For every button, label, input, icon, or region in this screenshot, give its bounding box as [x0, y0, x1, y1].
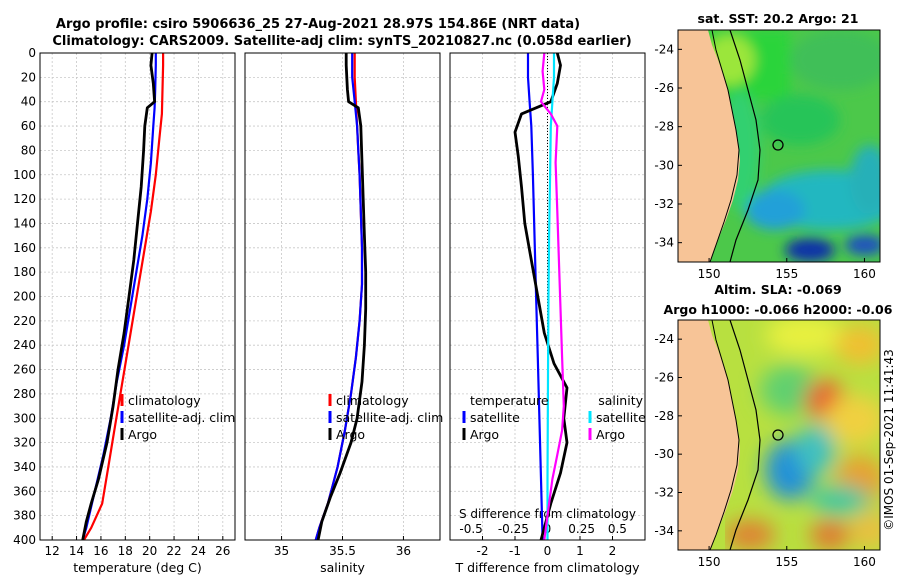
map-x-tick-label: 150 — [698, 267, 721, 281]
y-tick-label: 0 — [28, 46, 36, 60]
map-y-tick-label: -24 — [654, 332, 674, 346]
legend-label: Argo — [596, 427, 625, 442]
map-y-tick-label: -28 — [654, 120, 674, 134]
y-tick-label: 280 — [13, 387, 36, 401]
x-tick-label: 2 — [609, 544, 617, 558]
y-tick-label: 340 — [13, 460, 36, 474]
sst-map: sat. SST: 20.2 Argo: 21 150 155 160 -24 -26 -… — [654, 11, 881, 281]
axes-frame — [244, 52, 441, 541]
legend-label: climatology — [336, 393, 409, 408]
series-line-s-satellite — [546, 53, 556, 540]
figure-title-line1: Argo profile: csiro 5906636_25 27-Aug-20… — [56, 17, 580, 32]
x-tick-label: 24 — [191, 544, 206, 558]
legend-header-temperature: temperature — [470, 393, 549, 408]
x-tick-label: 35.5 — [329, 544, 356, 558]
sla-argo-marker — [772, 429, 784, 441]
legend-label: Argo — [336, 427, 365, 442]
y-tick-label: 300 — [13, 411, 36, 425]
map-y-tick-label: -28 — [654, 409, 674, 423]
map-x-tick-label: 155 — [775, 555, 798, 569]
top-tick-label: -0.25 — [498, 522, 529, 536]
map-y-tick-label: -30 — [654, 158, 674, 172]
axes-frame — [449, 52, 646, 541]
map-y-tick-label: -34 — [654, 524, 674, 538]
y-tick-label: 40 — [21, 95, 36, 109]
y-tick-label: 260 — [13, 363, 36, 377]
y-tick-label: 20 — [21, 70, 36, 84]
timestamp-watermark: ©IMOS 01-Sep-2021 11:41:43 — [882, 349, 896, 531]
y-tick-label: 240 — [13, 338, 36, 352]
map-y-tick-label: -30 — [654, 447, 674, 461]
axes-frame — [39, 52, 236, 541]
y-tick-label: 60 — [21, 119, 36, 133]
x-tick-label: 16 — [93, 544, 108, 558]
x-tick-label: 12 — [45, 544, 60, 558]
salinity-panel: 35 35.5 36 salinity climatology satellite-adj… — [244, 52, 443, 575]
x-axis-label: temperature (deg C) — [73, 560, 202, 575]
x-tick-label: 1 — [576, 544, 584, 558]
top-tick-label: 0.25 — [568, 522, 595, 536]
y-tick-label: 120 — [13, 192, 36, 206]
y-tick-label: 80 — [21, 143, 36, 157]
series-line-climatology — [82, 53, 165, 541]
x-tick-label: -1 — [509, 544, 521, 558]
legend-label: satellite-adj. clim — [128, 410, 235, 425]
sst-argo-marker — [772, 139, 784, 151]
y-tick-label: 380 — [13, 509, 36, 523]
y-tick-label: 100 — [13, 168, 36, 182]
sla-map-title-line1: Altim. SLA: -0.069 — [714, 282, 841, 297]
sla-map-title-line2: Argo h1000: -0.066 h2000: -0.06 — [664, 302, 893, 317]
series-line-argo — [316, 53, 368, 541]
map-y-tick-label: -24 — [654, 42, 674, 56]
legend-label: climatology — [128, 393, 201, 408]
y-tick-label: 360 — [13, 484, 36, 498]
x-tick-label: 35 — [274, 544, 289, 558]
map-y-tick-label: -26 — [654, 371, 674, 385]
difference-panel: -2 -1 0 1 2S difference from climatology-0.5… — [449, 52, 646, 575]
x-tick-label: 20 — [142, 544, 157, 558]
x-tick-label: 0 — [544, 544, 552, 558]
legend-label: satellite — [470, 410, 520, 425]
map-y-tick-label: -34 — [654, 236, 674, 250]
x-tick-label: 26 — [215, 544, 230, 558]
series-line-s-argo — [539, 52, 565, 541]
x-tick-label: -2 — [477, 544, 489, 558]
y-tick-label: 400 — [13, 533, 36, 547]
y-tick-label: 200 — [13, 290, 36, 304]
temperature-panel: 12 14 16 18 20 22 24 26020406080100120140160180… — [13, 46, 236, 575]
series-line-t-satellite — [526, 53, 544, 541]
x-tick-label: 14 — [69, 544, 84, 558]
sst-map-title: sat. SST: 20.2 Argo: 21 — [698, 11, 859, 26]
map-x-tick-label: 160 — [853, 555, 876, 569]
x-axis-label: T difference from climatology — [454, 560, 640, 575]
legend-label: Argo — [470, 427, 499, 442]
series-line-t-argo — [513, 52, 569, 541]
legend-label: Argo — [128, 427, 157, 442]
series-line-satellite-adj-clim — [314, 53, 364, 541]
map-x-tick-label: 160 — [853, 267, 876, 281]
figure-title-line2: Climatology: CARS2009. Satellite-adj cli… — [52, 34, 631, 49]
legend-header-salinity: salinity — [598, 393, 643, 408]
x-axis-label: salinity — [320, 560, 365, 575]
y-tick-label: 180 — [13, 265, 36, 279]
legend-label: satellite — [596, 410, 646, 425]
map-y-tick-label: -32 — [654, 197, 674, 211]
sla-map: Altim. SLA: -0.069 Argo h1000: -0.066 h2… — [654, 282, 892, 569]
top-tick-label: 0.5 — [608, 522, 627, 536]
y-tick-label: 320 — [13, 436, 36, 450]
y-tick-label: 160 — [13, 241, 36, 255]
series-line-argo — [81, 52, 157, 541]
map-y-tick-label: -32 — [654, 486, 674, 500]
y-tick-label: 220 — [13, 314, 36, 328]
x-tick-label: 36 — [396, 544, 411, 558]
map-y-tick-label: -26 — [654, 81, 674, 95]
top-tick-label: -0.5 — [459, 522, 482, 536]
x-tick-label: 22 — [166, 544, 181, 558]
map-x-tick-label: 155 — [775, 267, 798, 281]
legend-label: satellite-adj. clim — [336, 410, 443, 425]
map-x-tick-label: 150 — [698, 555, 721, 569]
y-tick-label: 140 — [13, 216, 36, 230]
x-tick-label: 18 — [118, 544, 133, 558]
